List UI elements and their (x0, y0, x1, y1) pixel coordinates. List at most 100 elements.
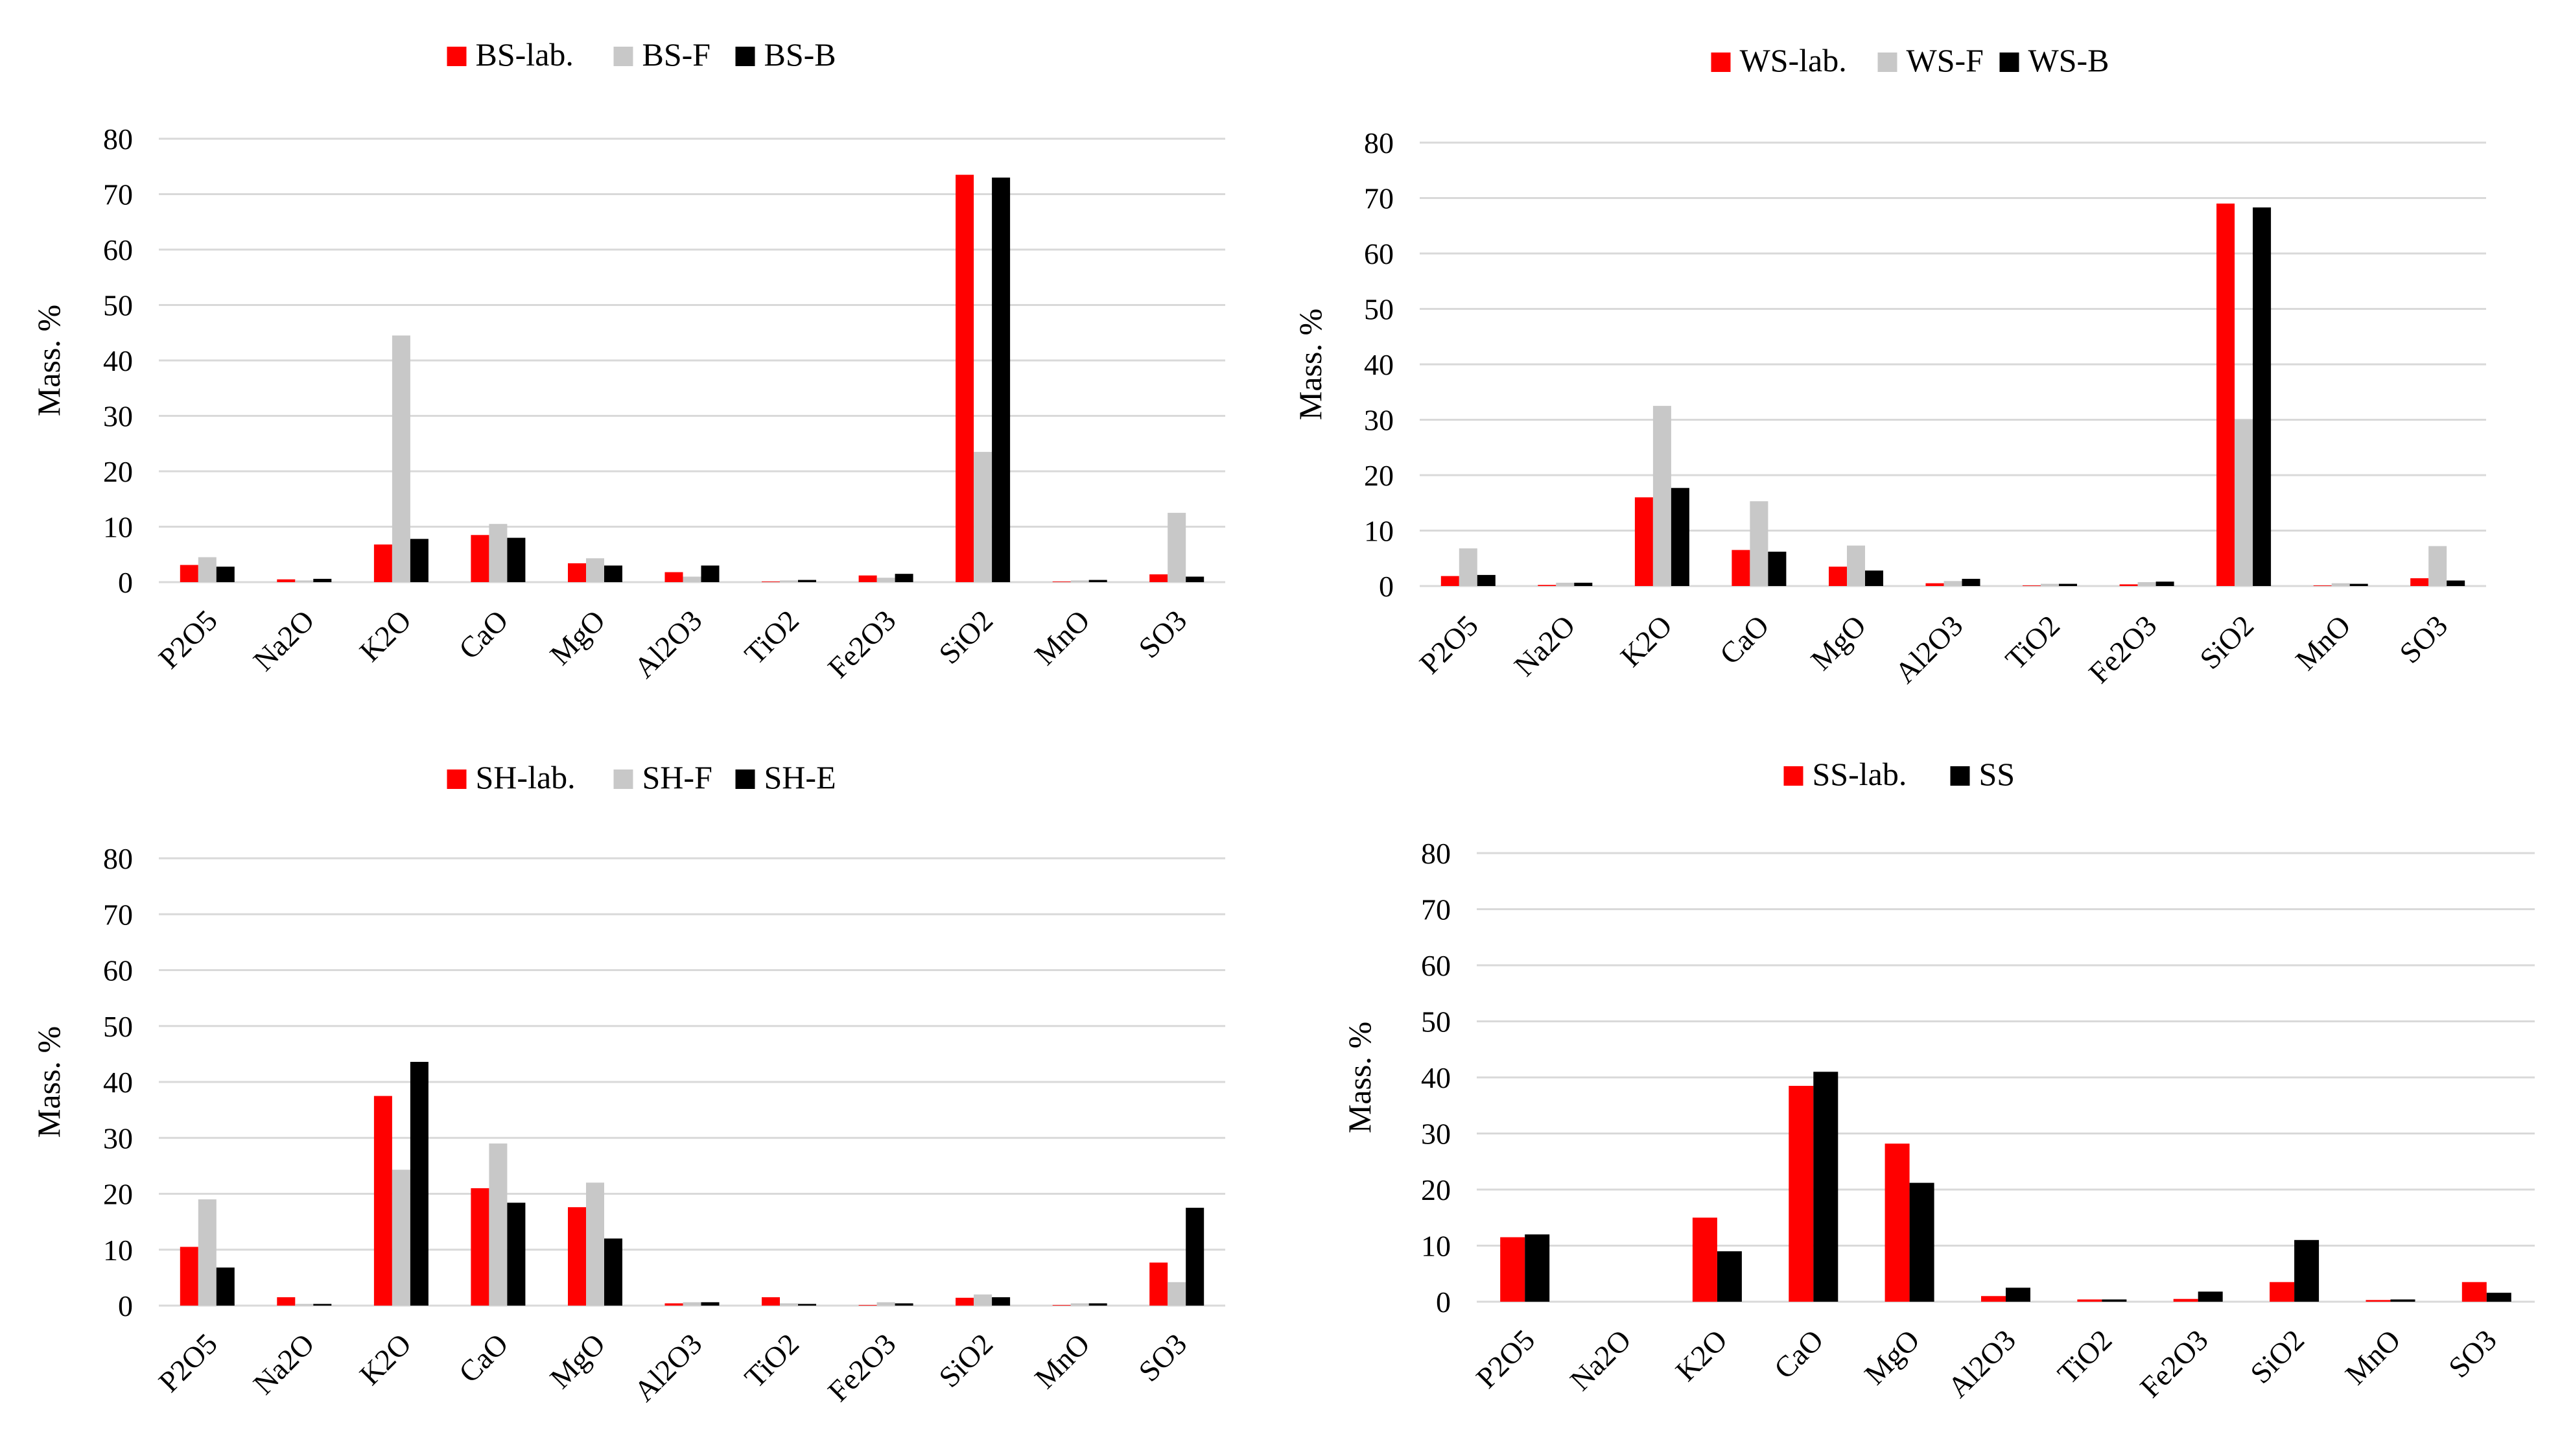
y-tick-label: 40 (103, 344, 133, 377)
bar-SH-lab.-CaO (471, 1188, 489, 1306)
bar-BS-B-P2O5 (216, 567, 235, 582)
y-tick-label: 20 (103, 1178, 133, 1211)
x-tick-label: P2O5 (152, 1327, 224, 1398)
bar-BS-lab.-Al2O3 (664, 572, 683, 582)
bar-WS-lab.-K2O (1634, 497, 1653, 586)
bar-BS-F-Al2O3 (683, 576, 701, 582)
bar-WS-lab.-CaO (1732, 550, 1750, 586)
y-tick-label: 60 (103, 233, 133, 266)
y-tick-label: 70 (103, 178, 133, 211)
y-tick-label: 30 (1364, 404, 1394, 437)
bar-SS-MgO (1909, 1182, 1934, 1302)
x-tick-label: Fe2O3 (821, 1327, 902, 1408)
bar-SH-F-MnO (1070, 1303, 1089, 1306)
legend-label: WS-F (1907, 42, 1984, 78)
legend-label: BS-B (764, 36, 836, 73)
legend-swatch (447, 769, 467, 789)
bar-SH-E-Na2O (313, 1304, 332, 1306)
y-tick-label: 50 (1364, 293, 1394, 326)
bar-SS-Fe2O3 (2198, 1291, 2223, 1302)
y-tick-label: 60 (1364, 237, 1394, 270)
y-tick-label: 30 (1421, 1118, 1451, 1151)
legend-swatch (447, 47, 467, 66)
x-tick-label: MgO (1858, 1323, 1926, 1391)
legend-swatch (1950, 766, 1970, 786)
bar-SH-E-Fe2O3 (895, 1303, 913, 1306)
y-tick-label: 20 (1364, 459, 1394, 492)
x-tick-label: SO3 (1132, 1327, 1193, 1388)
bar-BS-lab.-K2O (373, 544, 392, 582)
bar-SH-lab.-Al2O3 (664, 1303, 683, 1306)
x-tick-label: SO3 (1132, 604, 1193, 664)
legend-label: WS-B (2028, 42, 2109, 78)
bar-WS-lab.-MgO (1829, 567, 1847, 586)
bar-BS-F-TiO2 (780, 580, 798, 582)
bar-SS-lab.-Fe2O3 (2173, 1298, 2198, 1302)
x-tick-label: TiO2 (1999, 609, 2067, 676)
bar-SH-F-K2O (392, 1169, 410, 1306)
bar-BS-F-SO3 (1168, 513, 1186, 582)
y-tick-label: 50 (1421, 1005, 1451, 1039)
bar-SS-TiO2 (2102, 1299, 2127, 1302)
legend-swatch (735, 769, 755, 789)
bar-BS-lab.-MnO (1052, 581, 1071, 582)
bar-WS-lab.-Na2O (1538, 585, 1556, 586)
bar-SS-lab.-TiO2 (2077, 1299, 2102, 1302)
bar-BS-B-MnO (1088, 580, 1107, 582)
x-tick-label: TiO2 (2051, 1323, 2119, 1391)
y-tick-label: 0 (118, 566, 133, 599)
bar-WS-lab.-Al2O3 (1925, 583, 1944, 586)
bar-BS-B-SiO2 (992, 177, 1011, 582)
y-tick-label: 10 (103, 1234, 133, 1267)
x-tick-label: Na2O (1508, 609, 1582, 683)
chart-panel-top-right: 0 10 20 30 40 50 60 70 80 Mass. % P2O5 Na2O K2O CaO Mg… (1292, 42, 2486, 690)
bar-SH-F-Fe2O3 (876, 1302, 895, 1306)
x-tick-label: K2O (1614, 609, 1678, 673)
legend-label: SS-lab. (1813, 756, 1907, 792)
bar-SH-E-CaO (507, 1203, 526, 1306)
bar-SH-lab.-Na2O (277, 1297, 296, 1306)
bar-WS-B-TiO2 (2059, 583, 2077, 586)
y-tick-label: 20 (1421, 1173, 1451, 1206)
bar-SH-E-SiO2 (992, 1297, 1011, 1306)
legend: SH-lab. SH-F SH-E (447, 759, 836, 795)
y-tick-label: 70 (1364, 182, 1394, 215)
chart-panel-bottom-left: 0 10 20 30 40 50 60 70 80 Mass. % P2O5 Na2O K2O CaO Mg… (30, 759, 1225, 1408)
bar-BS-F-SiO2 (974, 452, 992, 582)
y-tick-label: 80 (1364, 126, 1394, 159)
legend-label: WS-lab. (1740, 42, 1847, 78)
x-tick-label: MnO (1028, 604, 1096, 672)
bar-SH-F-P2O5 (198, 1199, 217, 1306)
legend-label: SH-E (764, 759, 836, 795)
bar-WS-F-SO3 (2428, 546, 2447, 586)
legend: WS-lab. WS-F WS-B (1711, 42, 2109, 78)
bar-BS-lab.-SiO2 (956, 174, 974, 583)
x-tick-label: Fe2O3 (2082, 609, 2163, 690)
bar-SH-lab.-MnO (1052, 1305, 1071, 1306)
bar-SH-lab.-Fe2O3 (858, 1305, 877, 1306)
bar-SH-E-Al2O3 (701, 1302, 720, 1306)
x-tick-label: Na2O (1564, 1323, 1638, 1397)
bar-WS-lab.-P2O5 (1440, 576, 1459, 586)
y-tick-label: 80 (103, 123, 133, 156)
y-axis-title: Mass. % (1341, 1022, 1378, 1133)
bar-WS-B-MnO (2349, 583, 2368, 586)
x-tick-label: Al2O3 (628, 604, 709, 685)
bar-WS-lab.-MnO (2313, 585, 2332, 586)
legend: SS-lab. SS (1783, 756, 2015, 792)
bar-WS-lab.-Fe2O3 (2119, 584, 2138, 586)
bar-BS-F-K2O (392, 335, 410, 582)
legend: BS-lab. BS-F BS-B (447, 36, 836, 73)
y-tick-label: 10 (103, 511, 133, 544)
bar-BS-F-MgO (586, 558, 604, 582)
x-tick-label: Na2O (247, 1327, 321, 1401)
x-tick-label: K2O (353, 1327, 417, 1391)
bar-BS-B-Al2O3 (701, 565, 720, 582)
y-tick-label: 20 (103, 455, 133, 488)
bar-SH-lab.-SiO2 (956, 1297, 974, 1306)
x-tick-label: TiO2 (738, 1327, 806, 1394)
x-tick-label: Al2O3 (1941, 1323, 2022, 1404)
bar-WS-B-Fe2O3 (2155, 581, 2174, 586)
x-tick-label: MnO (2289, 609, 2357, 677)
bar-SH-lab.-SO3 (1149, 1262, 1168, 1306)
